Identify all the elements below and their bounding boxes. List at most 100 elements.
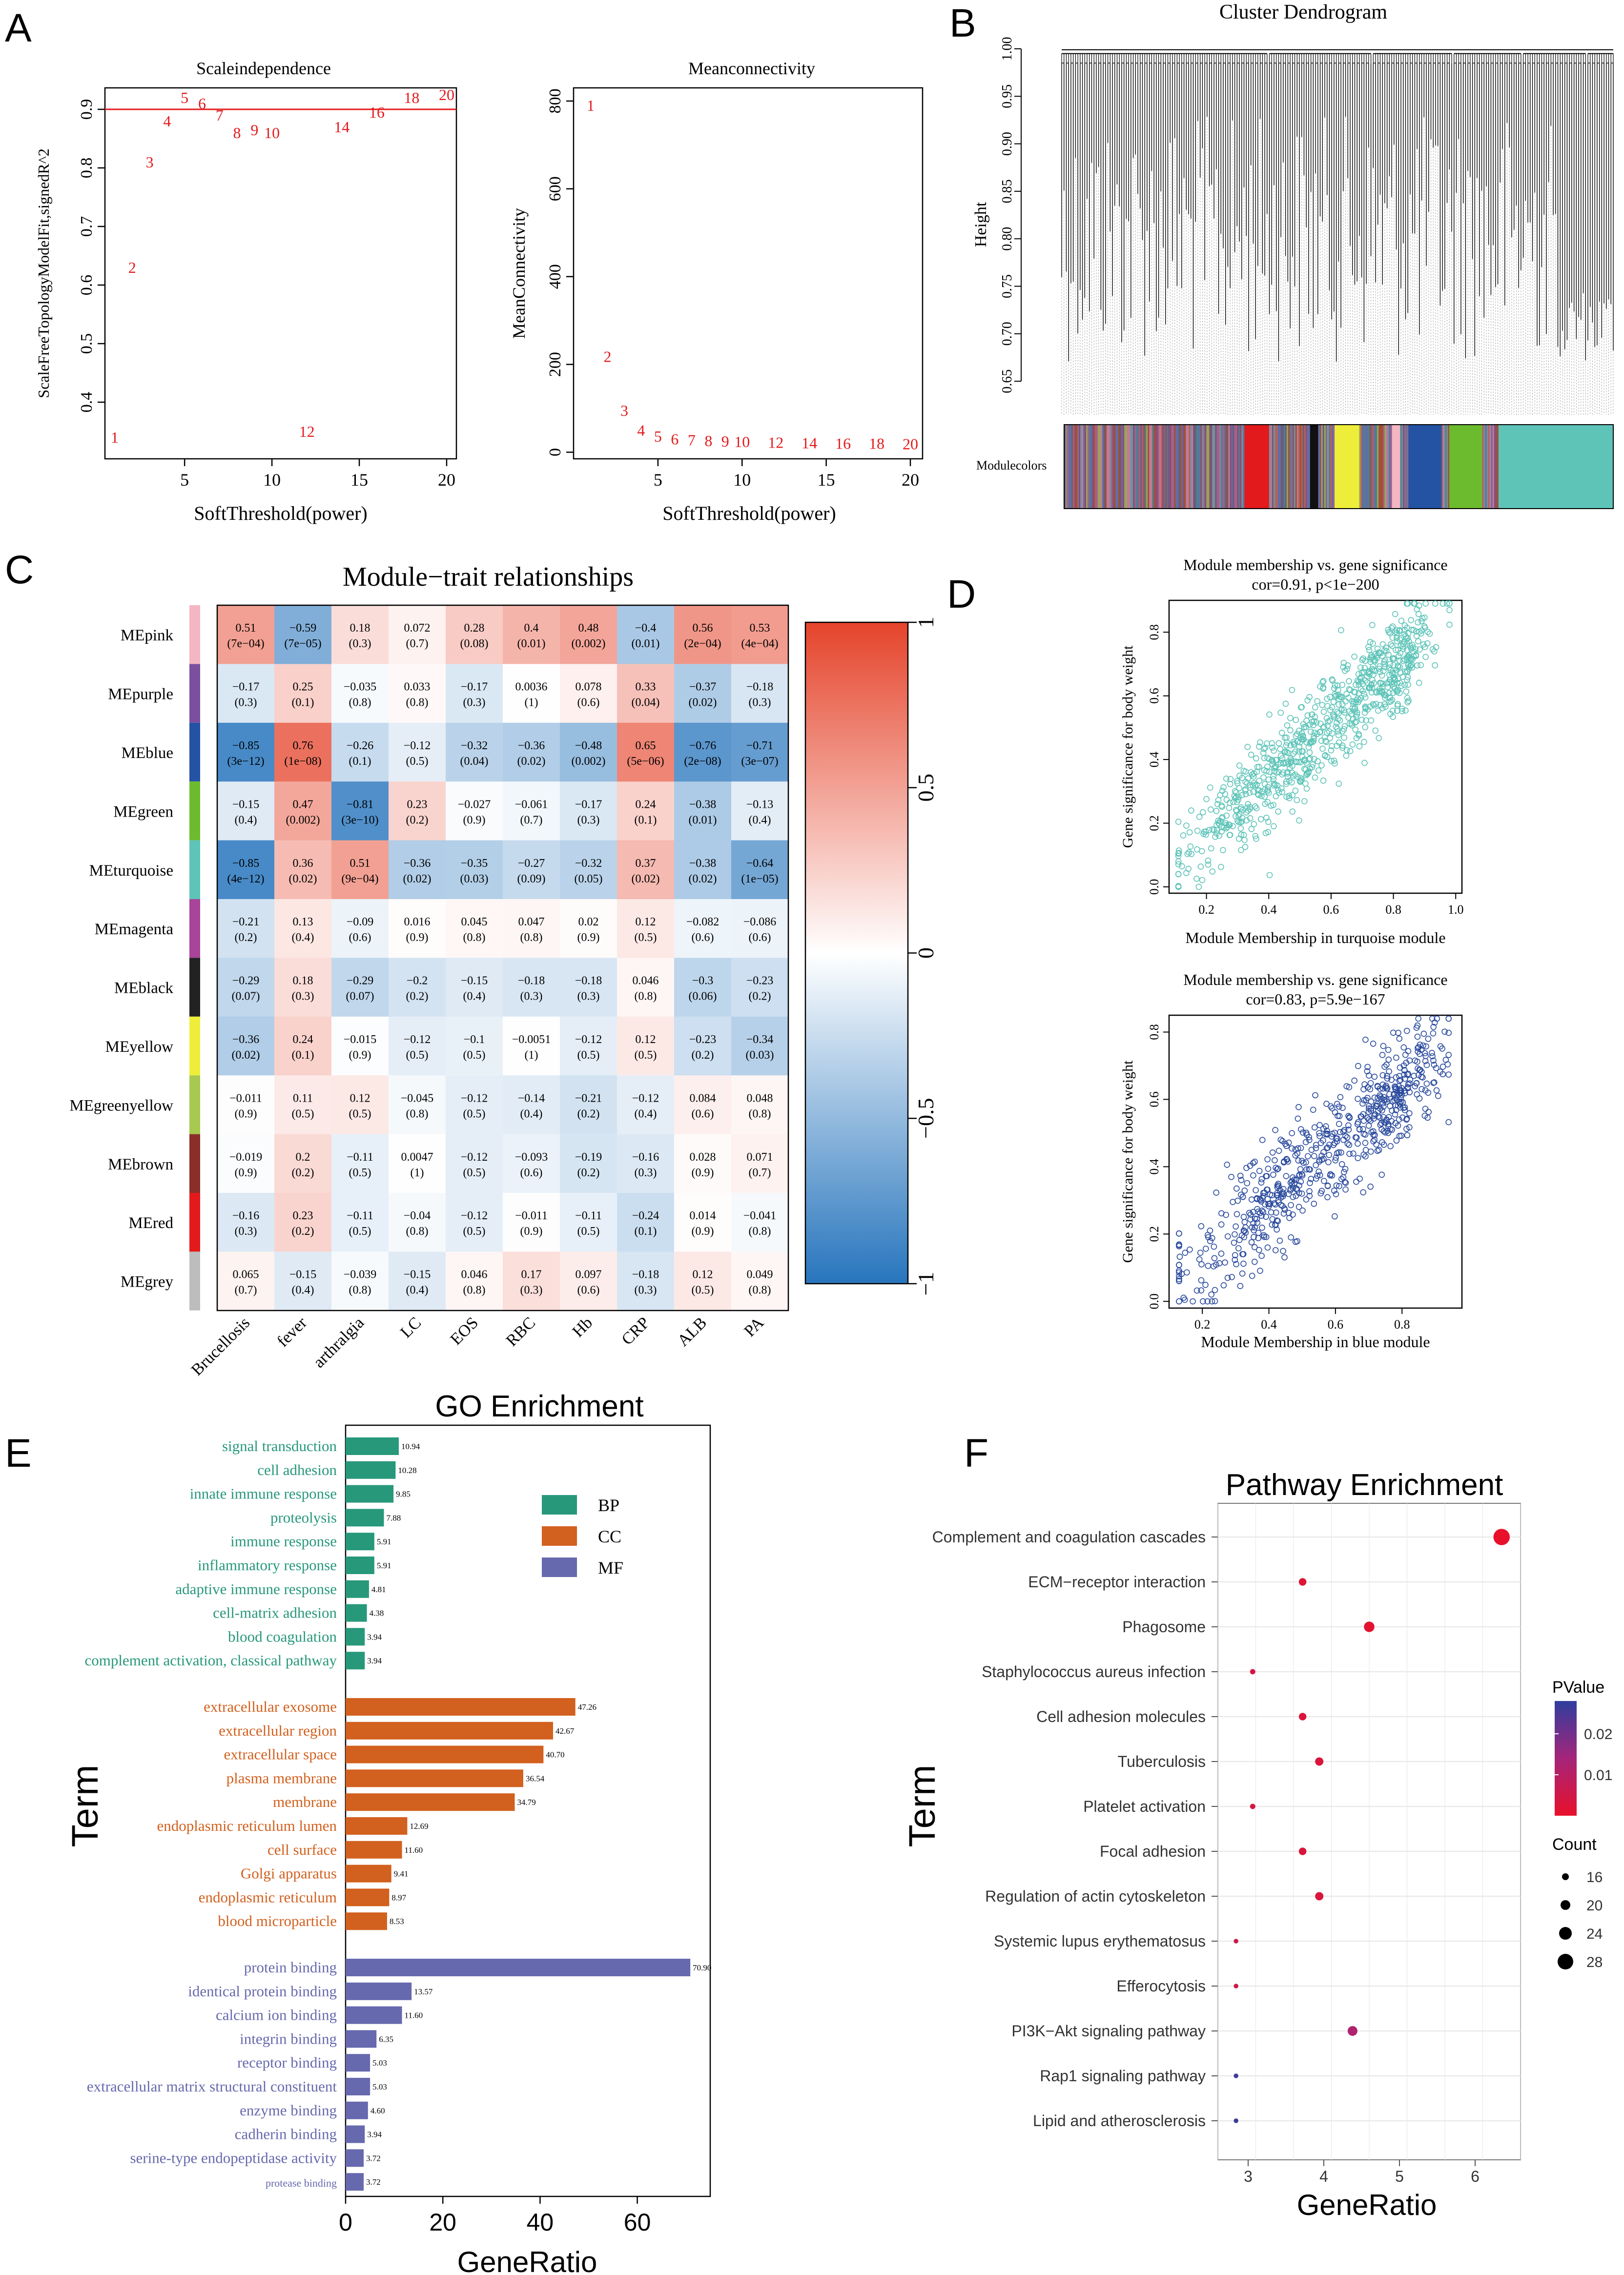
d1-point	[1411, 600, 1417, 607]
b-module-color-segment	[1170, 425, 1172, 509]
f-dot	[1298, 1578, 1307, 1586]
d2-point	[1306, 1166, 1312, 1172]
d2-point	[1258, 1176, 1265, 1183]
d2-x-tick-label: 0.6	[1328, 1317, 1344, 1332]
e-term-label: blood coagulation	[228, 1628, 337, 1645]
c-heatmap-cell	[674, 899, 732, 958]
f-size-legend-label: 20	[1586, 1898, 1603, 1914]
c-cell-pvalue: (0.2)	[406, 814, 429, 826]
b-module-color-segment	[1143, 425, 1145, 509]
d2-point	[1370, 1041, 1377, 1047]
d2-point	[1364, 1115, 1371, 1121]
d1-point	[1252, 833, 1259, 840]
b-module-color-segment	[1165, 425, 1167, 509]
c-cell-pvalue: (0.002)	[572, 755, 606, 768]
d1-point	[1367, 656, 1374, 663]
d1-point	[1247, 815, 1254, 821]
d1-point	[1404, 676, 1410, 683]
d1-point	[1280, 759, 1287, 766]
d2-point	[1412, 1083, 1418, 1089]
c-heatmap-cell	[503, 1016, 560, 1076]
b-ylabel: Height	[972, 202, 990, 247]
d1-point	[1401, 627, 1408, 634]
d2-point	[1298, 1190, 1305, 1197]
d1-point	[1257, 816, 1264, 822]
d2-point	[1422, 1087, 1429, 1094]
e-x-tick-label: 40	[527, 2209, 554, 2236]
d1-point	[1370, 640, 1376, 647]
c-cell-value: 0.23	[407, 798, 428, 811]
d1-point	[1260, 750, 1267, 756]
c-cell-pvalue: (1e−08)	[284, 755, 321, 768]
c-row-label: MEgrey	[121, 1273, 174, 1291]
c-cell-pvalue: (0.9)	[520, 1225, 543, 1238]
d2-point	[1297, 1166, 1304, 1172]
d2-point	[1297, 1145, 1304, 1151]
b-module-color-segment	[1276, 425, 1278, 509]
d1-point	[1343, 747, 1350, 754]
c-cell-value: 0.078	[576, 681, 602, 694]
c-cell-pvalue: (0.7)	[749, 1167, 771, 1179]
d1-point	[1252, 803, 1258, 810]
d1-point	[1196, 814, 1203, 820]
d2-point	[1361, 1081, 1368, 1087]
d1-point	[1296, 739, 1303, 746]
b-module-color-segment	[1110, 425, 1111, 509]
c-cell-value: −0.061	[515, 798, 548, 811]
c-cell-value: −0.35	[461, 857, 488, 870]
d2-point	[1196, 1256, 1203, 1263]
d2-point	[1244, 1180, 1251, 1187]
f-x-tick-label: 4	[1319, 2168, 1328, 2185]
b-module-color-segment	[1190, 425, 1192, 509]
d2-point	[1286, 1214, 1293, 1221]
d1-point	[1323, 715, 1330, 721]
b-module-color-segment	[1218, 425, 1220, 509]
d2-point	[1406, 1110, 1413, 1117]
c-cell-value: 0.048	[747, 1092, 773, 1105]
c-cell-value: −0.3	[692, 975, 714, 987]
c-cell-value: −0.13	[746, 798, 774, 811]
a1-x-tick-label: 5	[180, 470, 189, 490]
c-heatmap-cell	[274, 1075, 332, 1135]
c-cell-pvalue: (0.4)	[235, 814, 257, 826]
c-heatmap-cell	[560, 899, 617, 958]
d2-point	[1222, 1259, 1228, 1266]
d2-point	[1379, 1139, 1385, 1146]
e-bar	[346, 1437, 399, 1455]
e-bar-value: 9.85	[396, 1490, 411, 1499]
d2-point	[1254, 1216, 1260, 1222]
d2-point	[1285, 1158, 1291, 1165]
c-column-label: ALB	[674, 1313, 710, 1350]
d2-point	[1216, 1260, 1223, 1267]
d1-point	[1248, 751, 1254, 758]
d1-point	[1319, 745, 1326, 752]
d2-point	[1242, 1224, 1249, 1230]
d1-point	[1208, 806, 1214, 813]
b-module-color-segment	[1238, 425, 1240, 509]
c-row-color	[189, 1134, 200, 1193]
c-cell-pvalue: (0.5)	[349, 1107, 371, 1120]
e-bar	[346, 1580, 369, 1598]
d1-point	[1312, 774, 1318, 781]
c-cell-pvalue: (0.3)	[520, 1284, 543, 1297]
c-cell-value: −0.23	[746, 975, 774, 987]
d2-point	[1260, 1232, 1267, 1239]
c-heatmap-cell	[446, 1134, 503, 1193]
c-cell-value: 0.25	[293, 681, 313, 694]
d2-point	[1422, 1058, 1429, 1065]
d1-point	[1268, 802, 1275, 809]
c-cell-pvalue: (0.8)	[635, 990, 657, 1003]
c-cell-pvalue: (0.4)	[520, 1107, 543, 1120]
d2-point	[1371, 1115, 1377, 1122]
c-heatmap-cell	[560, 722, 617, 782]
c-heatmap-cell	[503, 605, 560, 664]
d2-point	[1403, 1116, 1410, 1123]
d1-point	[1376, 735, 1382, 741]
f-size-legend-title: Count	[1552, 1835, 1597, 1854]
e-bar	[346, 1652, 365, 1670]
d2-point	[1343, 1083, 1350, 1089]
c-row-label: MEblue	[122, 744, 173, 762]
c-cell-pvalue: (0.9)	[577, 931, 600, 944]
c-row-label: MEred	[128, 1214, 173, 1232]
d1-point	[1322, 738, 1329, 744]
